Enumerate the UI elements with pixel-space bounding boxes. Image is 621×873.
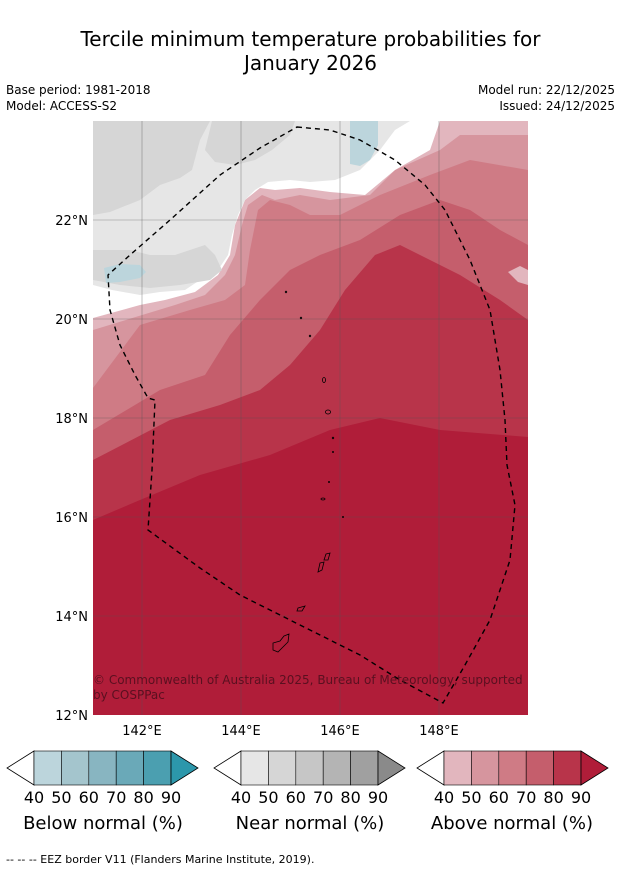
colorbar-near-cell-50	[268, 750, 297, 786]
lon-label-146e: 146°E	[320, 724, 360, 739]
colorbar-below-tick-70: 70	[106, 788, 126, 807]
colorbar-below-tick-90: 90	[161, 788, 181, 807]
colorbar-near-tick-50: 50	[258, 788, 278, 807]
colorbar-above-cell-50	[471, 750, 500, 786]
map-title: Tercile minimum temperature probabilitie…	[0, 27, 621, 75]
model-name: Model: ACCESS-S2	[6, 99, 118, 113]
near-50-region-west	[93, 121, 210, 215]
colorbar-above-tick-70: 70	[516, 788, 536, 807]
probability-field	[93, 121, 528, 715]
colorbar-above-cell-60	[498, 750, 527, 786]
lat-label-20n: 20°N	[55, 313, 88, 328]
meta-right: Model run: 22/12/2025 Issued: 24/12/2025	[478, 82, 615, 114]
lon-label-144e: 144°E	[221, 724, 261, 739]
eez-border-line	[107, 126, 516, 704]
colorbar-above-cell-80	[553, 750, 582, 786]
colorbar-below-tick-40: 40	[24, 788, 44, 807]
copyright-line-2: by COSPPac	[93, 688, 165, 702]
lat-label-14n: 14°N	[55, 610, 88, 625]
colorbar-below-tick-80: 80	[133, 788, 153, 807]
colorbar-below-label: Below normal (%)	[23, 813, 183, 834]
colorbar-below-cell-60	[88, 750, 117, 786]
title-line-1: Tercile minimum temperature probabilitie…	[80, 27, 541, 51]
gridlines	[93, 121, 528, 715]
colorbar-below-cell-70	[115, 750, 144, 786]
colorbar-near-cell-60	[295, 750, 324, 786]
colorbar-below-tick-60: 60	[79, 788, 99, 807]
model-run: Model run: 22/12/2025	[477, 83, 615, 97]
colorbar-below-cell-50	[61, 750, 90, 786]
lat-label-12n: 12°N	[55, 709, 88, 724]
colorbar-near-cell-40	[240, 750, 269, 786]
lat-label-22n: 22°N	[55, 214, 88, 229]
colorbar-near-upper-arrow	[377, 750, 406, 786]
title-line-2: January 2026	[243, 51, 378, 75]
colorbar-above-label: Above normal (%)	[430, 813, 594, 834]
below-40-patch-north	[350, 121, 378, 166]
near-50-region-north	[205, 121, 295, 165]
colorbar-above-tick-40: 40	[434, 788, 454, 807]
colorbar-above: 40 50 60 70 80 90	[416, 750, 609, 807]
guam-outline	[272, 633, 290, 653]
colorbar-below: 40 50 60 70 80 90	[6, 750, 199, 807]
colorbar-near-tick-60: 60	[286, 788, 306, 807]
copyright-line-1: © Commonwealth of Australia 2025, Bureau…	[93, 673, 523, 687]
island-outlines	[272, 290, 344, 653]
colorbar-below-cell-80	[143, 750, 172, 786]
lat-label-16n: 16°N	[55, 511, 88, 526]
colorbar-near: 40 50 60 70 80 90	[213, 750, 406, 807]
colorbar-near-lower-arrow	[213, 750, 242, 786]
colorbar-above-cell-70	[525, 750, 554, 786]
colorbar-near-cell-80	[350, 750, 379, 786]
colorbar-above-tick-80: 80	[543, 788, 563, 807]
colorbar-above-cell-40	[443, 750, 472, 786]
colorbar-above-lower-arrow	[416, 750, 445, 786]
above-40-patch-east	[508, 266, 528, 285]
colorbar-near-cell-70	[322, 750, 351, 786]
issued-date: Issued: 24/12/2025	[499, 99, 615, 113]
colorbar-below-tick-50: 50	[51, 788, 71, 807]
eez-footnote: -- -- -- EEZ border V11 (Flanders Marine…	[6, 853, 315, 866]
lon-label-148e: 148°E	[419, 724, 459, 739]
colorbar-near-tick-80: 80	[340, 788, 360, 807]
colorbar-above-upper-arrow	[580, 750, 609, 786]
lon-label-142e: 142°E	[122, 724, 162, 739]
lat-label-18n: 18°N	[55, 412, 88, 427]
colorbar-above-tick-50: 50	[461, 788, 481, 807]
colorbar-below-cell-40	[33, 750, 62, 786]
colorbar-near-label: Near normal (%)	[235, 813, 385, 834]
colorbar-above-tick-90: 90	[571, 788, 591, 807]
colorbar-below-lower-arrow	[6, 750, 35, 786]
colorbar-near-tick-40: 40	[231, 788, 251, 807]
colorbar-above-tick-60: 60	[489, 788, 509, 807]
colorbar-near-tick-90: 90	[368, 788, 388, 807]
colorbar-below-upper-arrow	[170, 750, 199, 786]
meta-left: Base period: 1981-2018 Model: ACCESS-S2	[6, 82, 151, 114]
colorbar-near-tick-70: 70	[313, 788, 333, 807]
base-period: Base period: 1981-2018	[6, 83, 151, 97]
